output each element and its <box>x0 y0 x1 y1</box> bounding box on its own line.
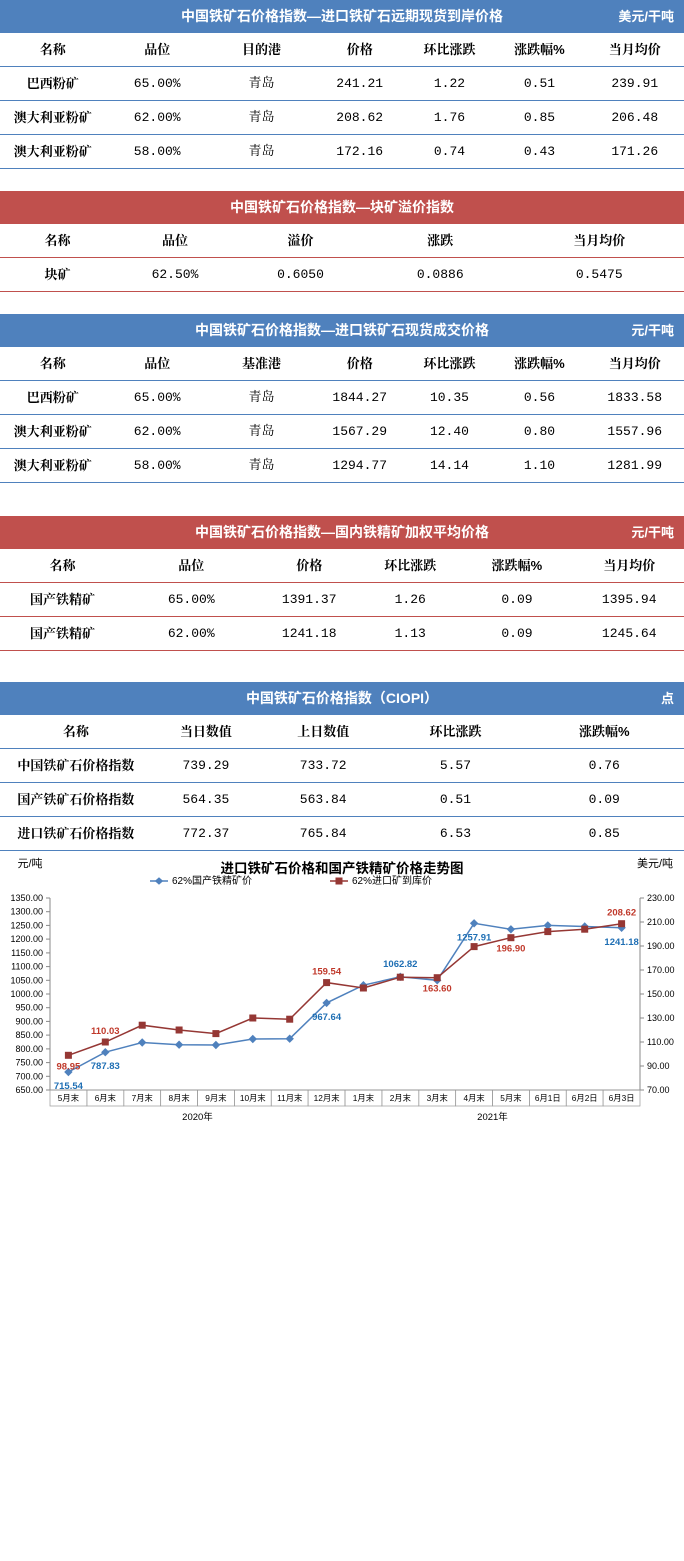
svg-text:2月末: 2月末 <box>390 1093 412 1103</box>
svg-text:967.64: 967.64 <box>312 1012 342 1023</box>
svg-text:1350.00: 1350.00 <box>10 893 43 903</box>
svg-text:6月3日: 6月3日 <box>609 1093 635 1103</box>
svg-text:196.90: 196.90 <box>496 944 525 955</box>
svg-text:11月末: 11月末 <box>277 1093 303 1103</box>
svg-text:110.00: 110.00 <box>647 1037 674 1047</box>
svg-text:750.00: 750.00 <box>15 1058 43 1068</box>
svg-text:3月末: 3月末 <box>427 1093 449 1103</box>
svg-text:163.60: 163.60 <box>423 984 452 995</box>
svg-text:进口铁矿石价格和国产铁精矿价格走势图: 进口铁矿石价格和国产铁精矿价格走势图 <box>221 860 464 876</box>
svg-text:800.00: 800.00 <box>15 1044 43 1054</box>
svg-text:130.00: 130.00 <box>647 1013 675 1023</box>
svg-text:1月末: 1月末 <box>353 1093 375 1103</box>
svg-text:1100.00: 1100.00 <box>11 962 43 972</box>
svg-text:1241.18: 1241.18 <box>604 937 638 948</box>
svg-text:6月2日: 6月2日 <box>572 1093 598 1103</box>
svg-text:900.00: 900.00 <box>15 1016 43 1026</box>
svg-text:62%进口矿到库价: 62%进口矿到库价 <box>352 874 432 887</box>
svg-text:10月末: 10月末 <box>240 1093 267 1103</box>
svg-text:210.00: 210.00 <box>647 917 675 927</box>
svg-text:159.54: 159.54 <box>312 967 342 978</box>
svg-text:1200.00: 1200.00 <box>10 934 43 944</box>
svg-text:6月1日: 6月1日 <box>535 1093 561 1103</box>
svg-text:1150.00: 1150.00 <box>11 948 43 958</box>
svg-text:715.54: 715.54 <box>54 1081 84 1092</box>
svg-text:150.00: 150.00 <box>647 989 675 999</box>
svg-text:7月末: 7月末 <box>132 1093 154 1103</box>
svg-text:6月末: 6月末 <box>95 1093 117 1103</box>
svg-text:1062.82: 1062.82 <box>383 959 417 970</box>
svg-text:650.00: 650.00 <box>15 1085 43 1095</box>
svg-text:70.00: 70.00 <box>647 1085 670 1095</box>
svg-text:9月末: 9月末 <box>205 1093 227 1103</box>
svg-text:5月末: 5月末 <box>58 1093 80 1103</box>
svg-text:208.62: 208.62 <box>607 908 636 919</box>
svg-text:1000.00: 1000.00 <box>10 989 43 999</box>
svg-text:170.00: 170.00 <box>647 965 675 975</box>
svg-text:2020年: 2020年 <box>182 1111 213 1123</box>
svg-text:4月末: 4月末 <box>463 1093 485 1103</box>
svg-text:2021年: 2021年 <box>477 1111 508 1123</box>
svg-text:90.00: 90.00 <box>647 1061 670 1071</box>
svg-text:62%国产铁精矿价: 62%国产铁精矿价 <box>172 874 252 887</box>
svg-text:110.03: 110.03 <box>91 1026 120 1037</box>
svg-text:230.00: 230.00 <box>647 893 675 903</box>
svg-text:8月末: 8月末 <box>168 1093 190 1103</box>
svg-text:98.95: 98.95 <box>57 1061 81 1072</box>
svg-text:700.00: 700.00 <box>15 1071 43 1081</box>
svg-text:1300.00: 1300.00 <box>10 907 43 917</box>
svg-text:美元/吨: 美元/吨 <box>637 857 673 870</box>
svg-text:1050.00: 1050.00 <box>10 975 43 985</box>
svg-text:787.83: 787.83 <box>91 1061 120 1072</box>
svg-text:950.00: 950.00 <box>15 1003 43 1013</box>
svg-text:12月末: 12月末 <box>314 1093 341 1103</box>
svg-text:850.00: 850.00 <box>15 1030 43 1040</box>
svg-text:1250.00: 1250.00 <box>10 920 43 930</box>
svg-text:元/吨: 元/吨 <box>17 857 42 870</box>
svg-text:5月末: 5月末 <box>500 1093 522 1103</box>
svg-text:190.00: 190.00 <box>647 941 675 951</box>
svg-text:1257.91: 1257.91 <box>457 932 492 943</box>
